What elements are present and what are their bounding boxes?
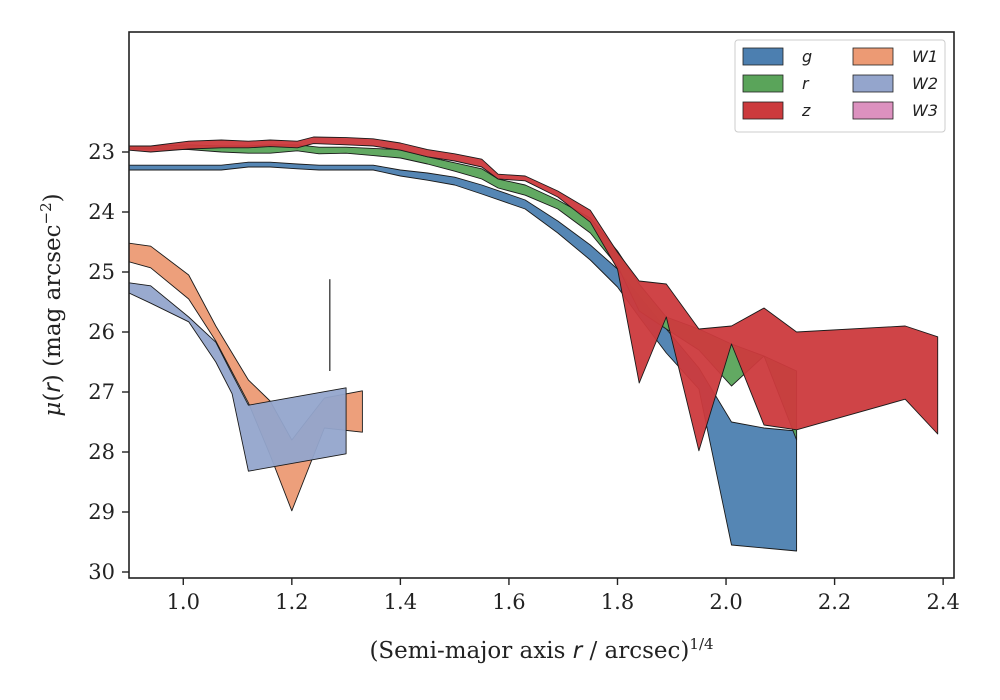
legend-label-w1: W1: [912, 47, 938, 66]
x-tick-label: 1.6: [492, 590, 525, 614]
x-tick-label: 2.4: [926, 590, 959, 614]
y-tick-label: 30: [88, 560, 115, 584]
band-r: [129, 144, 798, 441]
x-axis-label: (Semi-major axis r / arcsec)1/4: [369, 635, 713, 664]
x-axis-ticks: 1.0 1.2 1.4 1.6 1.8 2.0 2.2 2.4: [167, 578, 960, 614]
legend-swatch-w2: [852, 74, 894, 93]
legend-label-r: r: [802, 74, 810, 93]
x-tick-label: 2.0: [709, 590, 742, 614]
legend-swatch-w1: [852, 47, 894, 66]
band-w2: [129, 282, 347, 472]
x-tick-label: 1.0: [167, 590, 200, 614]
legend-label-z: z: [801, 101, 811, 120]
y-tick-label: 26: [88, 320, 115, 344]
legend-label-w3: W3: [912, 101, 938, 120]
x-tick-label: 1.8: [601, 590, 634, 614]
y-axis-label: μ(r) (mag arcsec−2): [37, 193, 66, 416]
band-g: [129, 161, 798, 552]
legend-label-g: g: [802, 47, 812, 66]
y-tick-label: 23: [88, 140, 115, 164]
legend: grz W1 W2 W3: [734, 39, 946, 133]
x-tick-label: 1.2: [275, 590, 308, 614]
y-tick-label: 27: [88, 380, 115, 404]
legend-label-w2: W2: [912, 74, 938, 93]
plot-frame: [128, 31, 955, 579]
y-tick-label: 29: [88, 500, 115, 524]
y-tick-label: 24: [88, 200, 115, 224]
series-layer: [129, 136, 939, 552]
legend-swatch-r: [742, 74, 784, 93]
y-tick-label: 28: [88, 440, 115, 464]
legend-swatch-g: [742, 47, 784, 66]
band-w1: [129, 242, 363, 512]
legend-swatch-z: [742, 101, 784, 120]
band-z: [129, 136, 939, 452]
x-tick-label: 1.4: [384, 590, 417, 614]
y-axis-ticks: 23 24 25 26 27 28 29 30: [88, 140, 129, 584]
x-tick-label: 2.2: [818, 590, 851, 614]
y-tick-label: 25: [88, 260, 115, 284]
legend-swatch-w3: [852, 101, 894, 120]
